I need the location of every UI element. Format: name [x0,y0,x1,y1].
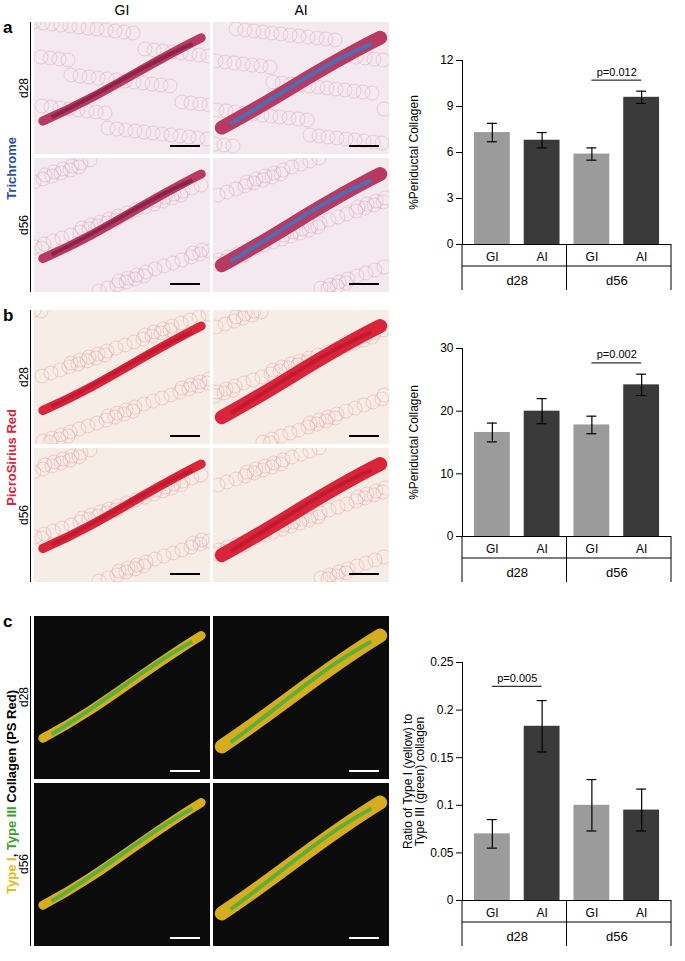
html-text:AI: AI [294,2,308,18]
html-text:b: b [3,306,14,325]
html-text:PicroSirius Red: PicroSirius Red [4,408,19,506]
html-text:c: c [3,612,13,631]
svg-text:p=0.002: p=0.002 [597,348,637,360]
svg-text:0: 0 [447,529,454,543]
svg-text:AI: AI [536,542,547,556]
svg-text:0: 0 [447,237,454,251]
svg-text:0: 0 [447,893,454,907]
html-text:d56: d56 [17,505,31,525]
svg-text:6: 6 [447,145,454,159]
svg-text:AI: AI [536,906,547,920]
html-text:d56: d56 [17,215,31,235]
svg-text:Ratio of Type I (yellow) toTyp: Ratio of Type I (yellow) toType III (gre… [401,714,427,849]
html-text:d28: d28 [17,367,31,387]
svg-text:d56: d56 [606,565,628,580]
html-text:GI: GI [114,2,130,18]
svg-text:0.15: 0.15 [430,751,454,765]
svg-text:%Periductal Collagen: %Periductal Collagen [407,95,421,210]
svg-text:d28: d28 [506,273,528,288]
svg-text:GI: GI [586,542,599,556]
svg-text:30: 30 [440,341,454,355]
svg-text:AI: AI [636,250,647,264]
svg-text:d56: d56 [606,929,628,944]
svg-text:GI: GI [486,542,499,556]
svg-text:GI: GI [586,250,599,264]
svg-text:GI: GI [586,906,599,920]
svg-text:0.1: 0.1 [437,798,454,812]
svg-text:20: 20 [440,404,454,418]
svg-text:0.25: 0.25 [430,655,454,669]
html-text:d56: d56 [17,854,31,875]
svg-text:p=0.012: p=0.012 [597,66,637,78]
html-text:d28: d28 [17,687,31,708]
svg-text:AI: AI [636,542,647,556]
html-text:Collagen (PS Red): Collagen (PS Red) [4,690,19,807]
html-text:Type III: Type III [4,806,19,851]
svg-text:AI: AI [636,906,647,920]
svg-text:0.2: 0.2 [437,703,454,717]
svg-text:%Periductal Collagen: %Periductal Collagen [407,385,421,500]
svg-text:AI: AI [536,250,547,264]
svg-text:p=0.005: p=0.005 [497,672,537,684]
svg-text:GI: GI [486,250,499,264]
svg-text:10: 10 [440,467,454,481]
svg-text:GI: GI [486,906,499,920]
html-text:a: a [3,18,13,37]
svg-text:d28: d28 [506,929,528,944]
svg-text:12: 12 [440,53,454,67]
svg-text:3: 3 [447,191,454,205]
html-text:Type I: Type I [4,857,19,894]
svg-text:d28: d28 [506,565,528,580]
svg-text:9: 9 [447,99,454,113]
svg-text:d56: d56 [606,273,628,288]
html-text:d28: d28 [17,78,31,98]
html-text:Trichrome: Trichrome [4,136,19,200]
svg-text:0.05: 0.05 [430,846,454,860]
